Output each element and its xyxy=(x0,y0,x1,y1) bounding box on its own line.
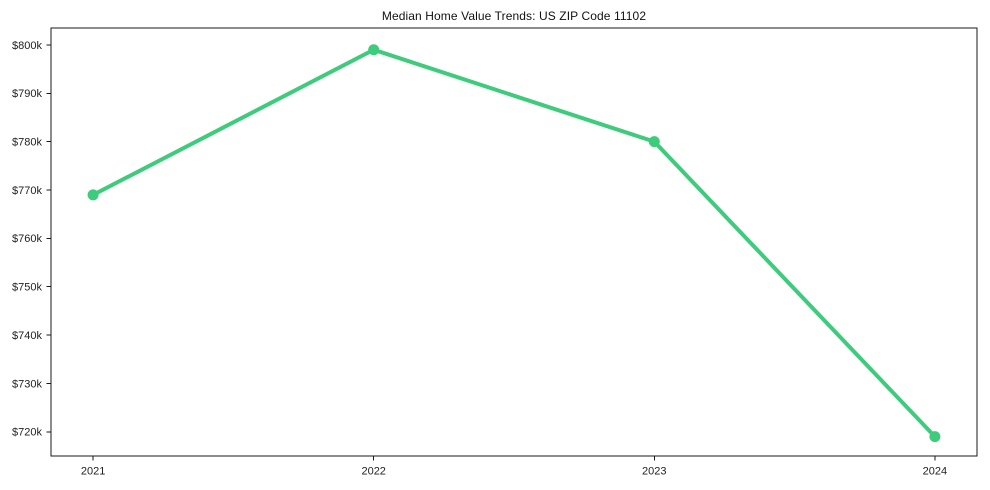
data-point-marker xyxy=(648,136,660,148)
x-tick-label: 2021 xyxy=(81,466,105,478)
y-tick-label: $770k xyxy=(12,185,42,197)
y-tick-label: $750k xyxy=(12,282,42,294)
y-tick-label: $790k xyxy=(12,88,42,100)
x-tick-label: 2023 xyxy=(642,466,666,478)
y-tick-label: $730k xyxy=(12,378,42,390)
chart-title: Median Home Value Trends: US ZIP Code 11… xyxy=(381,9,647,23)
y-tick-label: $720k xyxy=(12,427,42,439)
x-tick-label: 2024 xyxy=(923,466,947,478)
data-point-marker xyxy=(368,44,380,56)
y-tick-label: $740k xyxy=(12,330,42,342)
y-tick-label: $760k xyxy=(12,233,42,245)
y-tick-label: $800k xyxy=(12,40,42,52)
line-series xyxy=(91,47,937,439)
x-tick-label: 2022 xyxy=(361,466,385,478)
plot-area-border xyxy=(50,27,978,457)
data-point-marker xyxy=(87,189,99,201)
y-tick-label: $780k xyxy=(12,136,42,148)
data-point-marker xyxy=(929,431,941,443)
